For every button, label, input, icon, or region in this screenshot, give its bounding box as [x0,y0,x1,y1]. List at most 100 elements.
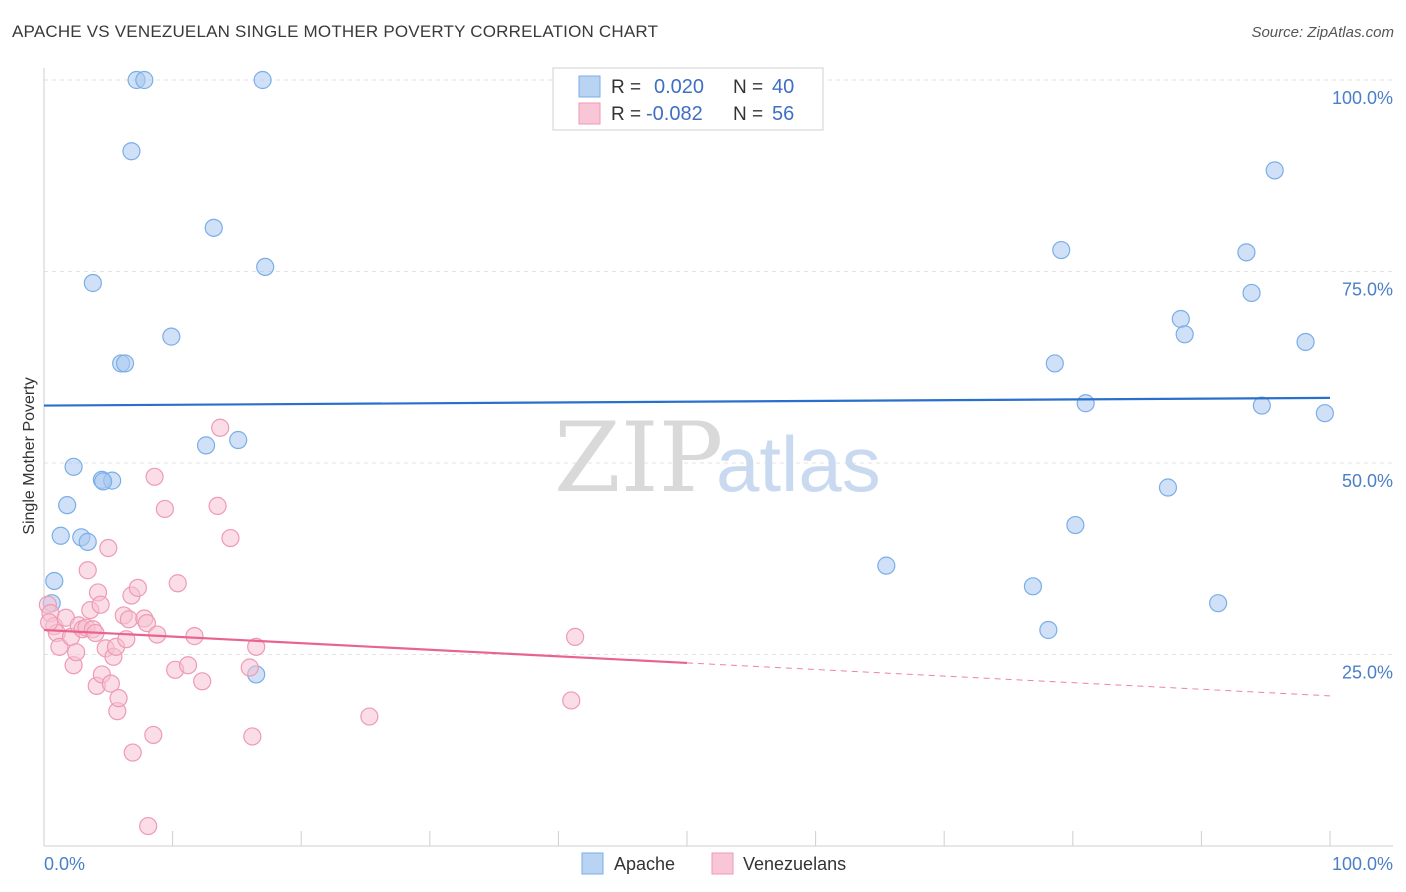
apache-point-25 [1237,243,1256,262]
apache-point-15 [94,472,113,491]
venezuelans-point-23 [101,674,120,693]
venezuelans-point-49 [243,727,262,746]
apache-point-23 [1265,161,1284,180]
series-venezuelans-points [38,418,585,836]
x-tick-label-max: 100.0% [1332,854,1393,874]
venezuelans-point-22 [99,538,118,558]
venezuelans-trendline-extension [686,662,1331,697]
venezuelans-trendline [43,628,688,665]
legend-n-label-venezuelans: N = [733,104,763,125]
apache-point-34 [1158,478,1178,497]
venezuelans-point-54 [566,627,585,646]
venezuelans-point-46 [208,496,227,515]
chart-title: APACHE VS VENEZUELAN SINGLE MOTHER POVER… [12,22,659,41]
series-apache-points [42,70,1334,684]
legend-r-label-apache: R = [611,77,641,98]
legend-r-value-apache: 0.020 [654,76,704,98]
apache-point-19 [78,532,97,551]
apache-point-36 [877,556,896,575]
venezuelans-point-42 [168,574,187,593]
venezuelans-point-43 [178,656,198,675]
apache-point-17 [51,526,70,545]
venezuelans-point-4 [40,613,59,632]
legend-n-value-venezuelans: 56 [772,103,794,125]
axes [43,68,1393,847]
venezuelans-point-50 [240,658,259,677]
bottom-legend-label-apache: Apache [614,854,675,874]
apache-point-20 [45,571,64,591]
apache-point-1 [135,70,154,90]
venezuelans-point-37 [144,725,163,745]
apache-point-10 [229,430,248,450]
apache-point-31 [1076,394,1095,413]
venezuelans-point-19 [91,595,110,614]
apache-point-26 [1242,283,1261,303]
legend-swatch-venezuelans [578,102,601,125]
venezuelans-point-48 [221,528,240,548]
bottom-legend-swatch-venezuelans [711,852,734,875]
apache-point-16 [58,496,77,515]
apache-point-28 [1175,325,1194,344]
apache-point-4 [204,218,223,237]
watermark-atlas: atlas [716,420,881,508]
apache-point-2 [253,70,272,90]
apache-point-37 [1023,577,1043,596]
venezuelans-point-30 [119,610,138,629]
y-tick-labels: 25.0% 50.0% 75.0% 100.0% [1332,88,1393,683]
y-tick-label-50: 50.0% [1342,471,1393,491]
apache-point-35 [1066,515,1085,535]
legend-r-value-venezuelans: -0.082 [646,103,703,125]
apache-point-6 [83,273,102,293]
y-tick-label-75: 75.0% [1342,280,1393,300]
watermark: ZIP atlas [554,402,881,514]
apache-point-27 [1171,309,1190,329]
venezuelans-point-14 [78,561,97,580]
apache-point-11 [196,436,216,455]
chart-source: Source: ZipAtlas.com [1251,24,1394,41]
y-tick-label-25: 25.0% [1342,663,1393,683]
venezuelans-point-40 [155,499,174,519]
apache-point-29 [1296,332,1315,352]
y-axis-title: Single Mother Poverty [21,377,38,534]
venezuelans-point-5 [50,637,69,656]
legend-n-label-apache: N = [733,77,763,98]
apache-point-7 [162,327,181,346]
venezuelans-point-52 [360,707,379,726]
legend-swatch-apache [578,75,601,98]
y-tick-label-100: 100.0% [1332,88,1393,108]
gridlines [44,79,1393,655]
apache-point-30 [1045,354,1064,373]
watermark-zip: ZIP [554,402,723,514]
apache-point-38 [1209,594,1228,613]
venezuelans-point-27 [109,689,128,708]
bottom-legend-label-venezuelans: Venezuelans [743,854,846,874]
apache-point-12 [64,457,83,476]
venezuelans-point-44 [185,627,204,646]
venezuelans-point-32 [123,743,142,762]
venezuelans-point-38 [145,467,164,486]
series-legend: Apache Venezuelans [581,852,846,875]
venezuelans-point-35 [137,613,156,633]
apache-point-24 [1052,240,1071,260]
legend-r-label-venezuelans: R = [611,104,641,125]
legend-n-value-apache: 40 [772,76,794,98]
apache-point-39 [1039,620,1058,640]
venezuelans-point-51 [247,637,266,656]
apache-point-5 [256,257,275,277]
venezuelans-point-45 [193,672,212,691]
venezuelans-point-9 [67,643,86,662]
venezuelans-point-53 [562,691,581,710]
venezuelans-point-33 [128,578,147,597]
venezuelans-point-36 [139,816,158,836]
apache-point-9 [115,354,135,373]
apache-point-33 [1315,404,1334,423]
apache-trendline [43,396,1331,407]
venezuelans-point-47 [211,418,230,437]
trendlines [43,396,1331,697]
x-tick-label-min: 0.0% [44,854,85,874]
apache-point-3 [122,142,141,161]
apache-point-32 [1252,396,1271,415]
bottom-legend-swatch-apache [581,852,604,875]
stats-legend: R = 0.020 N = 40 R = -0.082 N = 56 [552,67,824,131]
